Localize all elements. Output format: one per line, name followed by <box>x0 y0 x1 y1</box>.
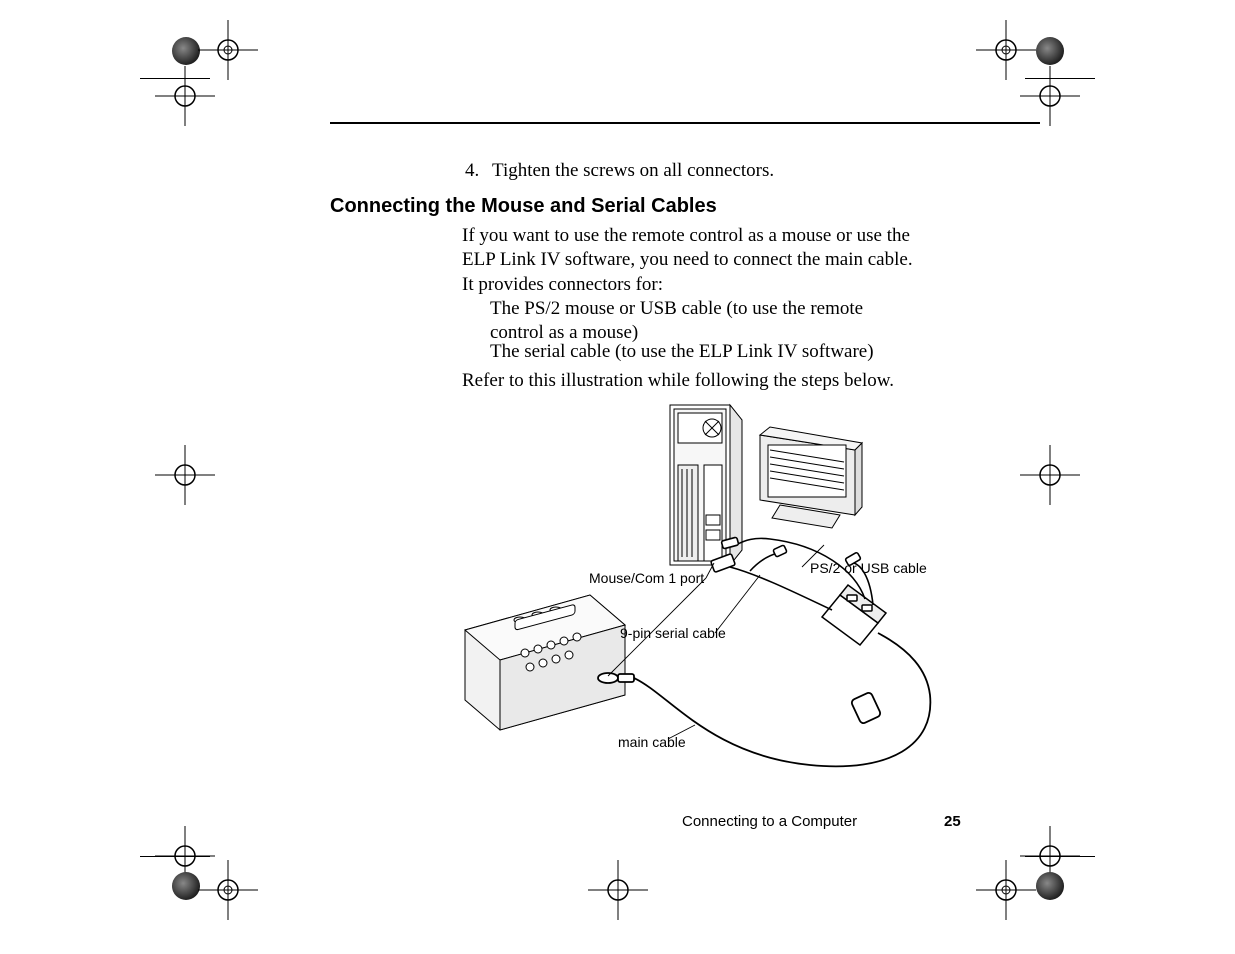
paragraph: If you want to use the remote control as… <box>462 224 916 297</box>
register-mark-icon <box>155 445 215 505</box>
page: 4. Tighten the screws on all connectors.… <box>0 0 1235 954</box>
step-text: Tighten the screws on all connectors. <box>492 160 774 182</box>
step-number: 4. <box>465 160 479 182</box>
color-circle-icon <box>172 37 200 65</box>
register-mark-icon <box>155 66 215 126</box>
cable-illustration <box>460 395 960 785</box>
header-rule <box>330 122 1040 124</box>
color-circle-icon <box>1036 37 1064 65</box>
register-mark-icon <box>588 860 648 920</box>
illustration-label-main-cable: main cable <box>618 734 686 750</box>
color-circle-icon <box>172 872 200 900</box>
section-heading: Connecting the Mouse and Serial Cables <box>330 195 717 218</box>
crop-rule <box>140 856 210 857</box>
register-mark-icon <box>976 860 1036 920</box>
paragraph: Refer to this illustration while followi… <box>462 370 932 392</box>
footer-section-title: Connecting to a Computer <box>682 813 857 830</box>
illustration-label-serial: 9-pin serial cable <box>620 625 726 641</box>
illustration-label-mouse-com: Mouse/Com 1 port <box>589 570 704 586</box>
bullet-item: The PS/2 mouse or USB cable (to use the … <box>490 297 915 345</box>
register-mark-icon <box>1020 66 1080 126</box>
register-mark-icon <box>198 860 258 920</box>
bullet-item: The serial cable (to use the ELP Link IV… <box>490 341 915 363</box>
register-mark-icon <box>1020 445 1080 505</box>
illustration-label-ps2-usb: PS/2 or USB cable <box>810 560 927 576</box>
crop-rule <box>1025 856 1095 857</box>
color-circle-icon <box>1036 872 1064 900</box>
page-number: 25 <box>944 813 961 830</box>
